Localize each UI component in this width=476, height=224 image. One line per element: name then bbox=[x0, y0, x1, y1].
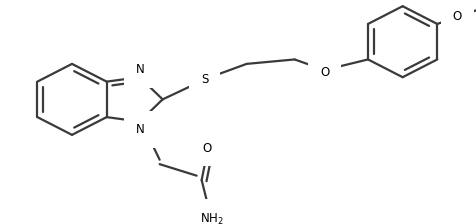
Text: O: O bbox=[320, 66, 329, 79]
Text: NH$_2$: NH$_2$ bbox=[200, 212, 224, 224]
Text: N: N bbox=[136, 123, 145, 136]
Text: O: O bbox=[453, 10, 462, 23]
Text: S: S bbox=[201, 73, 208, 86]
Text: N: N bbox=[136, 63, 145, 76]
Text: O: O bbox=[202, 142, 211, 155]
